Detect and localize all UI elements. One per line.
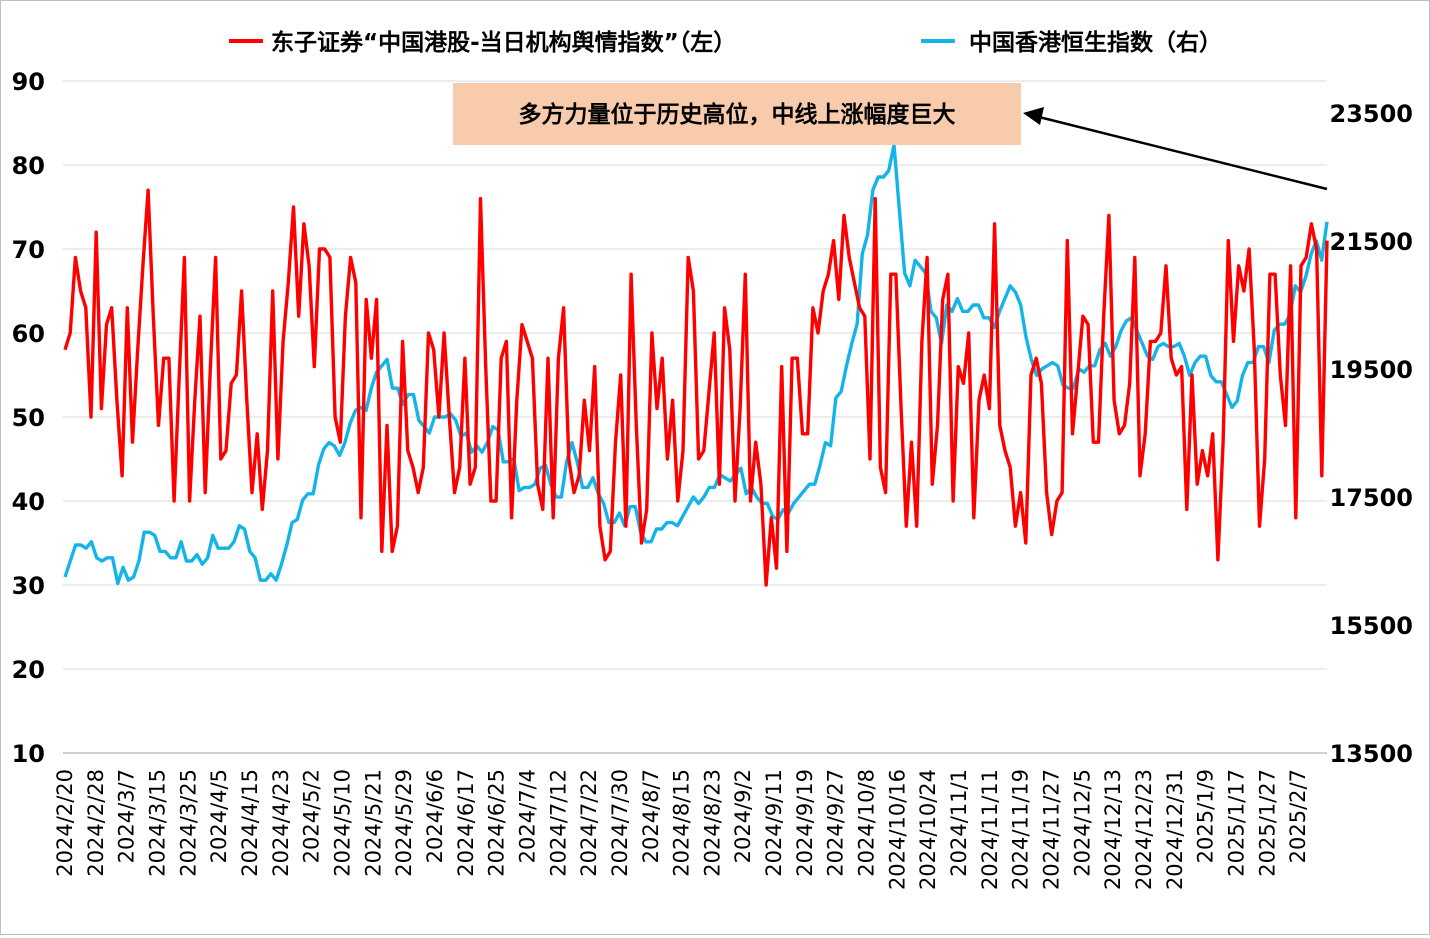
x-tick-label: 2024/12/23 bbox=[1132, 769, 1156, 890]
annotation-text: 多方力量位于历史高位，中线上涨幅度巨大 bbox=[519, 101, 956, 128]
hang-seng-line bbox=[63, 143, 1329, 586]
x-tick-label: 2024/6/6 bbox=[423, 769, 447, 863]
x-tick-label: 2024/7/12 bbox=[546, 769, 570, 877]
x-tick-label: 2024/8/15 bbox=[670, 769, 694, 877]
x-tick-label: 2024/9/11 bbox=[762, 769, 786, 877]
left-tick-label: 10 bbox=[12, 740, 45, 768]
x-tick-label: 2024/6/17 bbox=[454, 769, 478, 877]
right-tick-label: 23500 bbox=[1330, 100, 1414, 128]
left-tick-label: 20 bbox=[12, 656, 45, 684]
right-tick-label: 15500 bbox=[1330, 612, 1414, 640]
annotation-arrowhead bbox=[1023, 107, 1044, 125]
left-tick-label: 30 bbox=[12, 572, 45, 600]
x-axis-ticks: 2024/2/20 2024/2/28 2024/3/7 2024/3/15 2024/… bbox=[53, 769, 1310, 890]
x-tick-label: 2025/2/7 bbox=[1286, 769, 1310, 863]
x-tick-label: 2024/11/19 bbox=[1009, 769, 1033, 890]
right-tick-label: 19500 bbox=[1330, 356, 1414, 384]
left-tick-label: 50 bbox=[12, 404, 45, 432]
x-tick-label: 2024/7/4 bbox=[515, 769, 539, 863]
left-tick-label: 70 bbox=[12, 236, 45, 264]
x-tick-label: 2024/11/1 bbox=[947, 769, 971, 877]
x-tick-label: 2024/9/19 bbox=[793, 769, 817, 877]
left-tick-label: 90 bbox=[12, 68, 45, 96]
x-tick-label: 2024/5/29 bbox=[392, 769, 416, 877]
legend: 东子证券“中国港股-当日机构舆情指数”（左） 中国香港恒生指数（右） bbox=[229, 29, 1222, 56]
x-tick-label: 2024/12/31 bbox=[1163, 769, 1187, 890]
x-tick-label: 2024/4/15 bbox=[238, 769, 262, 877]
right-tick-label: 21500 bbox=[1330, 228, 1414, 256]
x-tick-label: 2024/10/8 bbox=[855, 769, 879, 877]
annotation-box bbox=[453, 83, 1021, 145]
left-tick-label: 80 bbox=[12, 152, 45, 180]
x-tick-label: 2024/7/22 bbox=[577, 769, 601, 877]
x-tick-label: 2024/7/30 bbox=[608, 769, 632, 877]
x-tick-label: 2024/11/27 bbox=[1040, 769, 1064, 890]
x-tick-label: 2024/4/5 bbox=[207, 769, 231, 863]
x-tick-label: 2024/8/23 bbox=[700, 769, 724, 877]
x-tick-label: 2024/8/7 bbox=[639, 769, 663, 863]
x-tick-label: 2024/3/25 bbox=[176, 769, 200, 877]
left-tick-label: 60 bbox=[12, 320, 45, 348]
x-tick-label: 2025/1/27 bbox=[1255, 769, 1279, 877]
x-tick-label: 2024/6/25 bbox=[485, 769, 509, 877]
left-axis-ticks: 90 80 70 60 50 40 30 20 10 bbox=[12, 68, 45, 768]
right-axis-ticks: 23500 21500 19500 17500 15500 13500 bbox=[1330, 100, 1414, 768]
x-tick-label: 2024/12/13 bbox=[1101, 769, 1125, 890]
x-tick-label: 2024/10/24 bbox=[916, 769, 940, 890]
x-tick-label: 2024/4/23 bbox=[269, 769, 293, 877]
x-tick-label: 2024/12/5 bbox=[1070, 769, 1094, 877]
x-tick-label: 2024/10/16 bbox=[885, 769, 909, 890]
x-tick-label: 2025/1/9 bbox=[1194, 769, 1218, 863]
x-tick-label: 2024/11/11 bbox=[978, 769, 1002, 890]
x-tick-label: 2024/3/7 bbox=[115, 769, 139, 863]
left-tick-label: 40 bbox=[12, 488, 45, 516]
legend-label-hang-seng: 中国香港恒生指数（右） bbox=[969, 29, 1222, 56]
x-tick-label: 2024/3/15 bbox=[145, 769, 169, 877]
x-tick-label: 2024/5/21 bbox=[361, 769, 385, 877]
x-tick-label: 2024/5/2 bbox=[300, 769, 324, 863]
sentiment-index-line bbox=[63, 188, 1329, 587]
x-tick-label: 2024/9/27 bbox=[824, 769, 848, 877]
x-tick-label: 2024/9/2 bbox=[731, 769, 755, 863]
legend-label-sentiment: 东子证券“中国港股-当日机构舆情指数”（左） bbox=[271, 29, 736, 56]
right-tick-label: 17500 bbox=[1330, 484, 1414, 512]
x-tick-label: 2024/2/28 bbox=[84, 769, 108, 877]
annotation: 多方力量位于历史高位，中线上涨幅度巨大 bbox=[453, 83, 1328, 191]
x-tick-label: 2025/1/17 bbox=[1225, 769, 1249, 877]
x-tick-label: 2024/2/20 bbox=[53, 769, 77, 877]
x-tick-label: 2024/5/10 bbox=[330, 769, 354, 877]
annotation-arrow-line bbox=[1038, 115, 1328, 191]
right-tick-label: 13500 bbox=[1330, 740, 1414, 768]
